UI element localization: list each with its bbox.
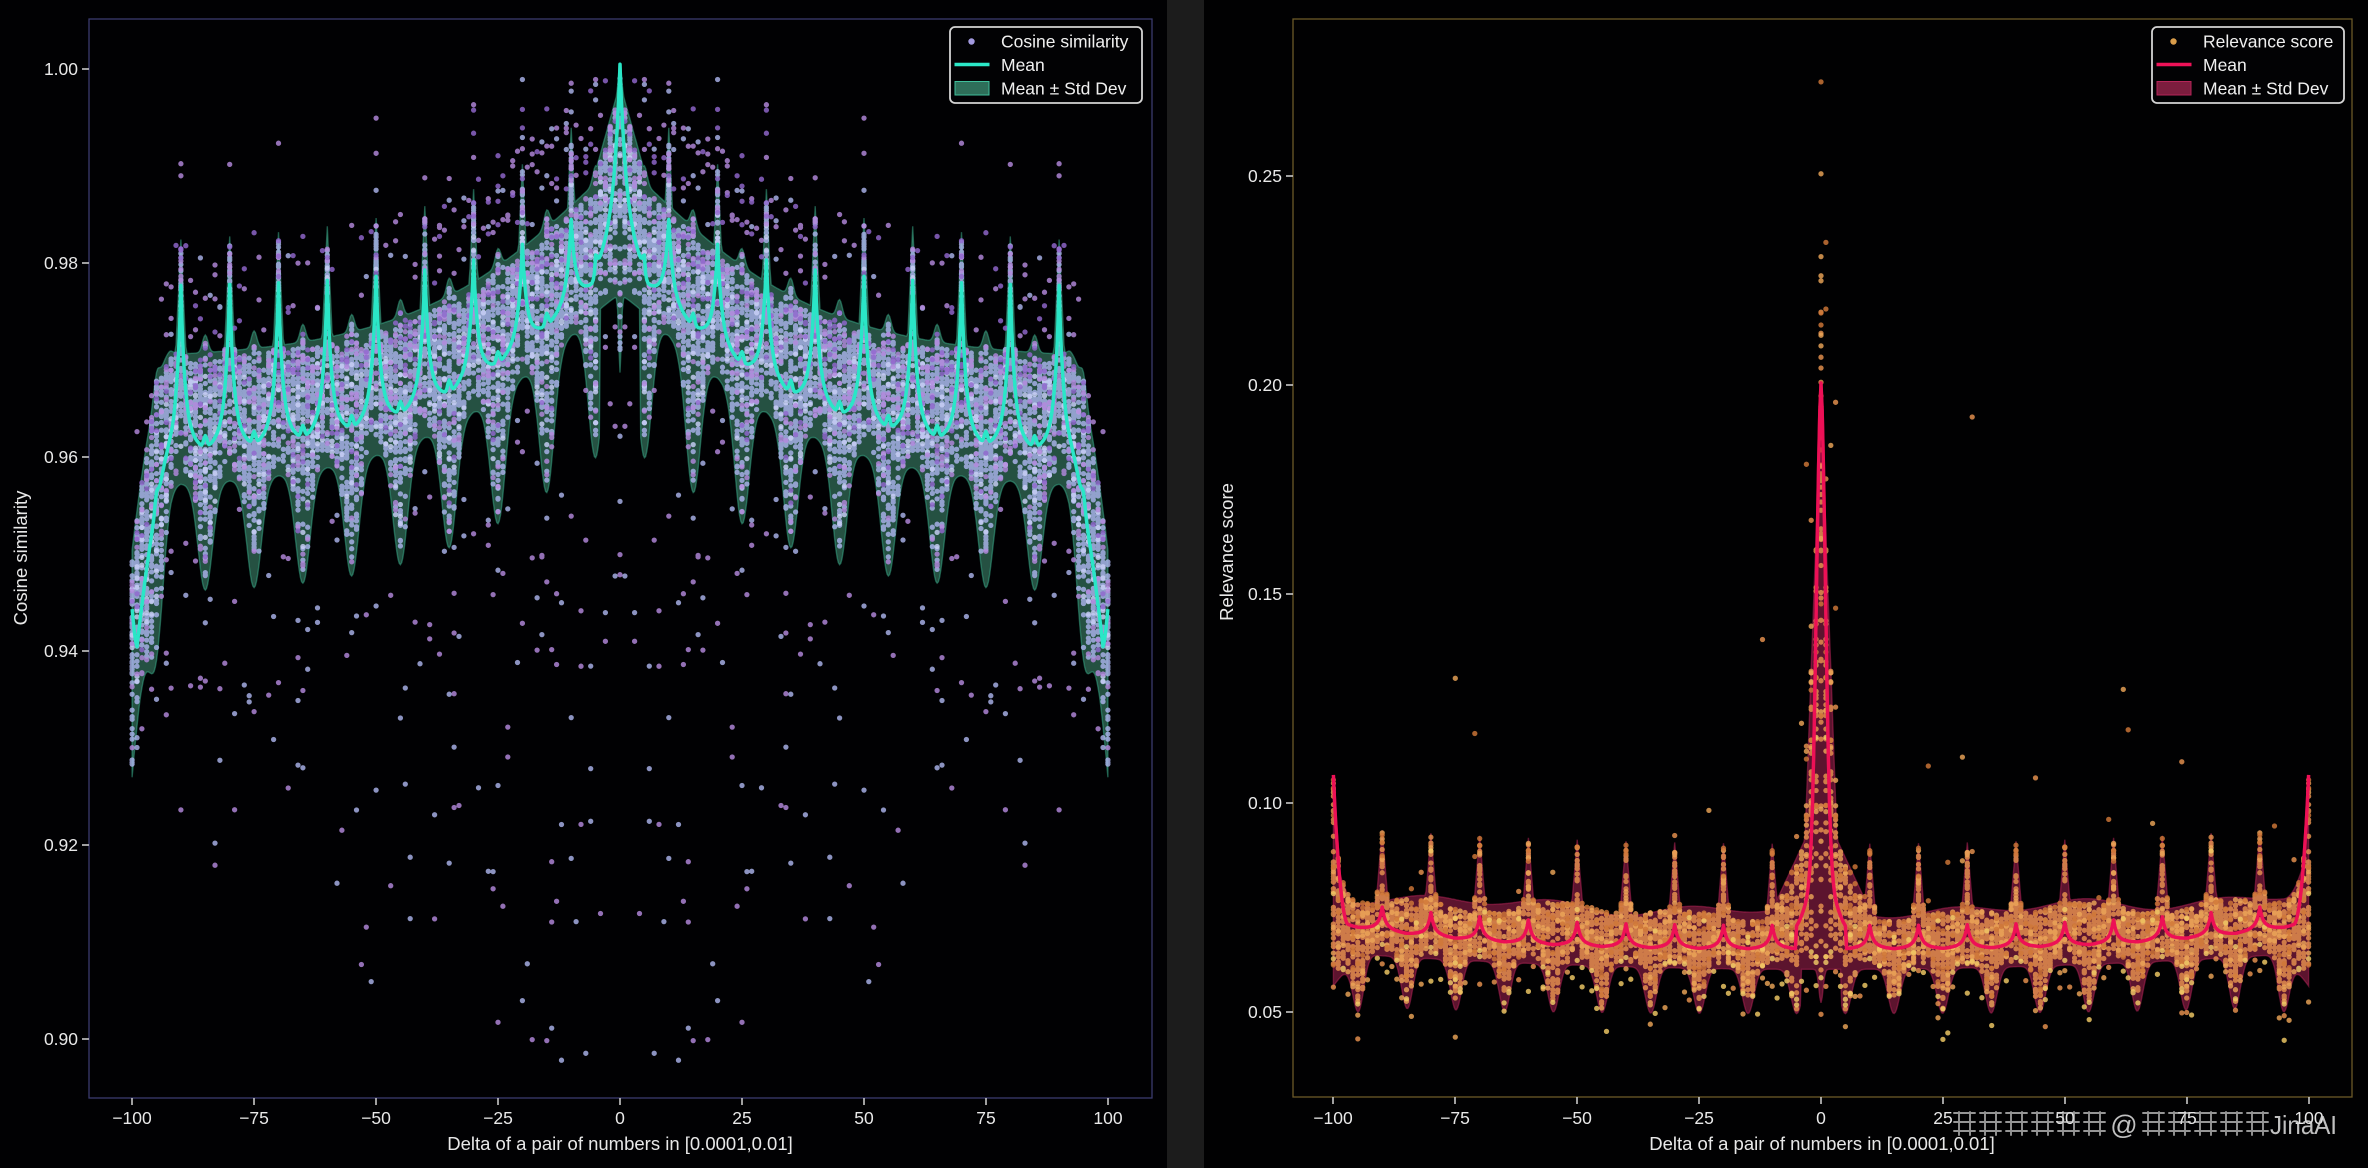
svg-text:0.98: 0.98 bbox=[44, 253, 78, 273]
svg-text:0.25: 0.25 bbox=[1248, 166, 1282, 186]
svg-text:−25: −25 bbox=[483, 1108, 513, 1128]
svg-text:Mean: Mean bbox=[2203, 55, 2247, 75]
svg-text:JinaAI: JinaAI bbox=[2270, 1110, 2337, 1140]
svg-text:0.20: 0.20 bbox=[1248, 375, 1282, 395]
svg-text:25: 25 bbox=[1933, 1108, 1952, 1128]
svg-text:Cosine similarity: Cosine similarity bbox=[10, 490, 31, 625]
svg-text:Mean: Mean bbox=[1001, 55, 1045, 75]
svg-text:−50: −50 bbox=[361, 1108, 391, 1128]
svg-text:Delta of a pair of numbers in: Delta of a pair of numbers in [0.0001,0.… bbox=[447, 1133, 793, 1154]
svg-text:75: 75 bbox=[976, 1108, 995, 1128]
svg-text:Mean ± Std Dev: Mean ± Std Dev bbox=[2203, 79, 2329, 99]
svg-text:Relevance score: Relevance score bbox=[2203, 32, 2333, 52]
svg-text:@: @ bbox=[2110, 1110, 2137, 1140]
svg-text:50: 50 bbox=[2055, 1108, 2075, 1128]
svg-text:0.96: 0.96 bbox=[44, 447, 78, 467]
svg-text:0.90: 0.90 bbox=[44, 1029, 78, 1049]
svg-text:50: 50 bbox=[854, 1108, 874, 1128]
svg-text:75: 75 bbox=[2177, 1108, 2196, 1128]
svg-text:0.94: 0.94 bbox=[44, 641, 78, 661]
svg-text:−50: −50 bbox=[1562, 1108, 1592, 1128]
svg-text:−75: −75 bbox=[239, 1108, 269, 1128]
svg-text:0: 0 bbox=[615, 1108, 625, 1128]
svg-text:Cosine similarity: Cosine similarity bbox=[1001, 32, 1129, 52]
svg-text:0.10: 0.10 bbox=[1248, 793, 1282, 813]
svg-text:0.05: 0.05 bbox=[1248, 1002, 1282, 1022]
svg-text:Delta of a pair of numbers in: Delta of a pair of numbers in [0.0001,0.… bbox=[1649, 1133, 1995, 1154]
svg-text:−25: −25 bbox=[1684, 1108, 1714, 1128]
svg-text:0.92: 0.92 bbox=[44, 835, 78, 855]
svg-text:1.00: 1.00 bbox=[44, 59, 78, 79]
svg-text:−100: −100 bbox=[112, 1108, 152, 1128]
svg-text:100: 100 bbox=[1093, 1108, 1122, 1128]
svg-text:Mean ± Std Dev: Mean ± Std Dev bbox=[1001, 79, 1127, 99]
svg-text:−100: −100 bbox=[1313, 1108, 1353, 1128]
svg-text:−75: −75 bbox=[1440, 1108, 1470, 1128]
svg-text:25: 25 bbox=[732, 1108, 751, 1128]
svg-text:0.15: 0.15 bbox=[1248, 584, 1282, 604]
svg-text:100: 100 bbox=[2294, 1108, 2323, 1128]
svg-text:0: 0 bbox=[1816, 1108, 1826, 1128]
svg-text:Relevance score: Relevance score bbox=[1216, 483, 1237, 621]
